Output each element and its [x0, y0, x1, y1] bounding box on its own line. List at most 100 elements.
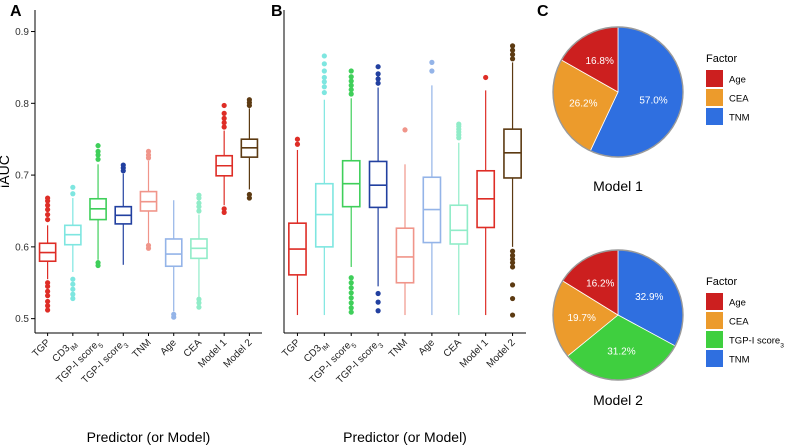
outlier-point [45, 307, 51, 313]
x-tick-label: TNM [131, 337, 154, 360]
outlier-point [509, 282, 516, 288]
outlier-point [509, 43, 516, 49]
outlier-point [246, 97, 252, 103]
outlier-point [321, 84, 327, 90]
x-tick-label: CEA [182, 337, 205, 360]
outlier-point [509, 260, 516, 266]
outlier-point [145, 148, 152, 155]
outlier-point [221, 124, 227, 130]
outlier-point [145, 152, 152, 158]
legend-label: Age [729, 298, 746, 309]
outlier-point [348, 295, 354, 301]
outlier-point [375, 299, 381, 305]
outlier-point [95, 260, 101, 266]
box-cea: CEA [182, 192, 208, 360]
pie-outline [552, 26, 684, 158]
outlier-point [348, 68, 354, 74]
outlier-point [221, 206, 227, 212]
box-tnm: TNM [387, 127, 415, 360]
x-axis-title: Predictor (or Model) [343, 429, 467, 445]
legend-label: CEA [729, 94, 749, 105]
outlier-point [95, 148, 101, 155]
outlier-point [70, 276, 76, 282]
outlier-point [509, 295, 516, 302]
pie-model-2: 32.9% 31.2% 19.7% 16.2% Model 2 Factor Age CEA T… [552, 249, 784, 408]
outlier-point [509, 51, 516, 58]
outlier-point [70, 184, 76, 190]
outlier-point [321, 79, 327, 85]
iqr-box [164, 238, 183, 268]
x-tick-label: CEA [442, 337, 465, 360]
box-cd3-im: CD3IM [51, 184, 82, 365]
box-tnm: TNM [131, 148, 158, 360]
legend-swatch [706, 331, 723, 348]
outlier-point [509, 312, 516, 318]
box-cd3-im: CD3IM [302, 53, 334, 365]
outlier-point [348, 78, 354, 84]
iqr-box [449, 204, 469, 245]
legend-swatch [706, 108, 723, 125]
y-axis-title: iAUC [0, 155, 12, 188]
outlier-point [321, 53, 327, 59]
outlier-point [95, 143, 101, 149]
outlier-point [375, 76, 381, 82]
outlier-point [45, 303, 51, 309]
x-tick-label: Model 1 [458, 337, 491, 370]
outlier-point [45, 195, 51, 201]
outlier-point [348, 290, 354, 296]
outlier-point [348, 280, 354, 286]
outlier-point [348, 300, 354, 306]
outlier-point [375, 71, 381, 77]
outlier-point [145, 242, 152, 249]
x-tick-label: Age [158, 337, 179, 358]
outlier-point [348, 91, 354, 97]
pie-slice-label: 57.0% [639, 95, 667, 106]
outlier-point [70, 281, 76, 287]
legend-label: Age [729, 75, 746, 86]
outlier-point [348, 74, 354, 80]
outlier-point [45, 206, 51, 213]
outlier-point [246, 195, 252, 201]
legend-label: TNM [729, 113, 750, 124]
pie-model-1: C 57.0% 26.2% 16.8% Model 1 Factor Age CEA TNM [537, 3, 750, 194]
outlier-point [348, 82, 354, 88]
outlier-point [45, 280, 51, 286]
outlier-point [196, 192, 202, 198]
outlier-point [45, 283, 51, 289]
outlier-point [375, 308, 381, 314]
outlier-point [221, 120, 227, 126]
iqr-box [395, 227, 415, 284]
outlier-point [70, 191, 76, 197]
outlier-point [45, 211, 51, 218]
pie-slice-label: 32.9% [635, 292, 663, 303]
outlier-point [221, 102, 227, 109]
outlier-point [196, 304, 202, 310]
legend-label: TGP-I score3 [729, 336, 784, 350]
legend: Factor Age CEA TGP-I score3 TNM [706, 276, 784, 367]
outlier-point [402, 127, 408, 133]
y-tick-label: 0.7 [15, 171, 29, 182]
y-tick-label: 0.8 [15, 99, 29, 110]
box-model-1: Model 1 [196, 102, 234, 370]
outlier-point [429, 68, 435, 74]
outlier-point [70, 295, 76, 302]
x-axis-title: Predictor (or Model) [87, 429, 211, 445]
outlier-point [196, 200, 202, 206]
pie-slice-label: 26.2% [569, 99, 597, 110]
box-age: Age [158, 200, 183, 358]
box-cea: CEA [442, 121, 469, 360]
pie-slice-label: 19.7% [567, 313, 595, 324]
outlier-point [509, 47, 516, 53]
outlier-point [196, 204, 202, 210]
legend-title: Factor [706, 53, 738, 65]
x-tick-label: Model 2 [485, 337, 518, 370]
legend-title: Factor [706, 276, 738, 288]
outlier-point [196, 296, 202, 302]
outlier-point [348, 305, 354, 311]
legend-label: TNM [729, 355, 750, 366]
outlier-point [375, 64, 381, 70]
outlier-point [221, 110, 227, 116]
outlier-point [95, 156, 101, 162]
